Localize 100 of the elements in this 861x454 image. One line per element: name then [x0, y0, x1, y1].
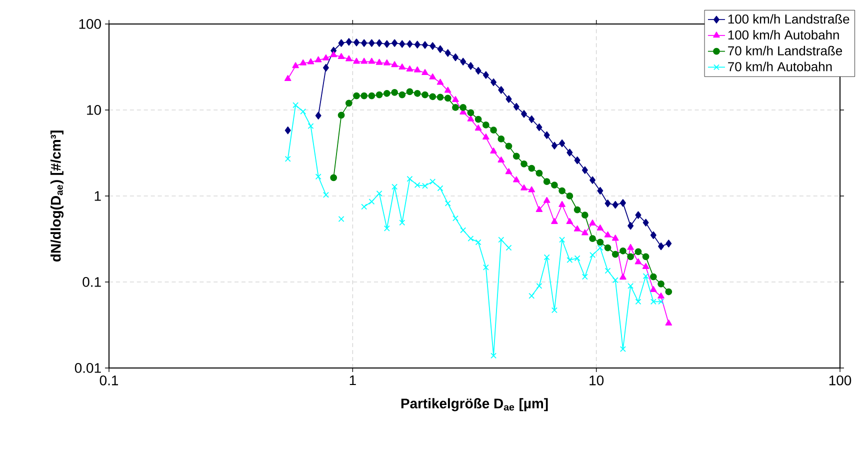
- point: [346, 55, 352, 62]
- x-axis-title: Partikelgröße D$_{ae}$ [µm]: [401, 398, 548, 412]
- point: [314, 56, 322, 62]
- point: [429, 93, 436, 100]
- point: [642, 253, 650, 260]
- point: [414, 66, 421, 72]
- point: [634, 258, 642, 264]
- point: [559, 139, 566, 148]
- point: [490, 126, 497, 134]
- point: [482, 122, 490, 128]
- point: [467, 115, 474, 122]
- point: [430, 42, 436, 50]
- point: [635, 211, 642, 219]
- point: [430, 178, 436, 185]
- point: [596, 238, 604, 246]
- point: [574, 206, 581, 214]
- point: [620, 199, 626, 207]
- point: [338, 39, 344, 47]
- point: [308, 123, 314, 130]
- point: [398, 91, 406, 98]
- point: [284, 126, 291, 134]
- point: [300, 59, 306, 66]
- point: [551, 182, 558, 188]
- point: [322, 64, 329, 72]
- point: [460, 104, 467, 111]
- point: [368, 39, 375, 47]
- point: [338, 112, 345, 119]
- point: [544, 254, 550, 260]
- point: [574, 225, 581, 232]
- point: [368, 198, 375, 205]
- point: [406, 66, 414, 72]
- point: [566, 192, 574, 200]
- point: [582, 166, 588, 174]
- y-tick-label: 0.1: [82, 277, 101, 287]
- point: [513, 102, 520, 111]
- point: [642, 273, 649, 280]
- point: [315, 174, 322, 180]
- point: [582, 229, 588, 236]
- point: [361, 204, 368, 210]
- point: [498, 156, 505, 162]
- point: [376, 39, 382, 47]
- point: [498, 136, 505, 142]
- y-tick-label: 100: [79, 19, 101, 29]
- y-tick-label: 0.01: [74, 363, 101, 373]
- point: [512, 152, 520, 160]
- point: [422, 69, 428, 76]
- point: [628, 282, 634, 289]
- point: [399, 40, 406, 48]
- point: [506, 95, 512, 103]
- point: [536, 282, 542, 289]
- point: [604, 244, 612, 252]
- point: [474, 116, 482, 123]
- point: [414, 40, 420, 48]
- point: [437, 185, 444, 192]
- point: [330, 174, 338, 182]
- point: [437, 45, 444, 53]
- point: [551, 218, 558, 224]
- point: [528, 164, 536, 172]
- point: [406, 176, 413, 182]
- point: [650, 286, 657, 292]
- point: [330, 51, 337, 58]
- point: [384, 40, 390, 48]
- point: [422, 41, 428, 49]
- point: [391, 61, 398, 68]
- point: [354, 38, 360, 46]
- point: [505, 142, 512, 150]
- point: [536, 123, 542, 132]
- point: [452, 53, 458, 62]
- point: [338, 216, 344, 222]
- x-tick-label: 10: [590, 375, 604, 386]
- point: [589, 220, 596, 226]
- point: [658, 242, 664, 250]
- point: [292, 102, 299, 108]
- legend-label: 100 km/h Landstraße: [728, 14, 850, 24]
- point: [520, 160, 528, 168]
- point: [307, 58, 314, 64]
- point: [383, 90, 390, 97]
- point: [406, 88, 414, 96]
- point: [399, 220, 406, 226]
- point: [521, 110, 527, 118]
- point: [482, 71, 489, 79]
- point: [429, 73, 436, 80]
- point: [642, 263, 650, 269]
- point: [604, 268, 611, 274]
- point: [444, 200, 451, 206]
- point: [604, 200, 611, 208]
- point: [376, 58, 383, 65]
- point: [498, 236, 504, 243]
- point: [490, 78, 497, 86]
- point: [322, 192, 329, 198]
- point: [392, 39, 398, 47]
- point: [566, 257, 573, 264]
- point: [635, 298, 642, 305]
- point: [460, 227, 466, 234]
- point: [642, 218, 649, 226]
- point: [482, 134, 490, 140]
- point: [475, 66, 482, 75]
- point: [574, 156, 580, 164]
- point: [612, 277, 618, 284]
- point: [398, 64, 406, 70]
